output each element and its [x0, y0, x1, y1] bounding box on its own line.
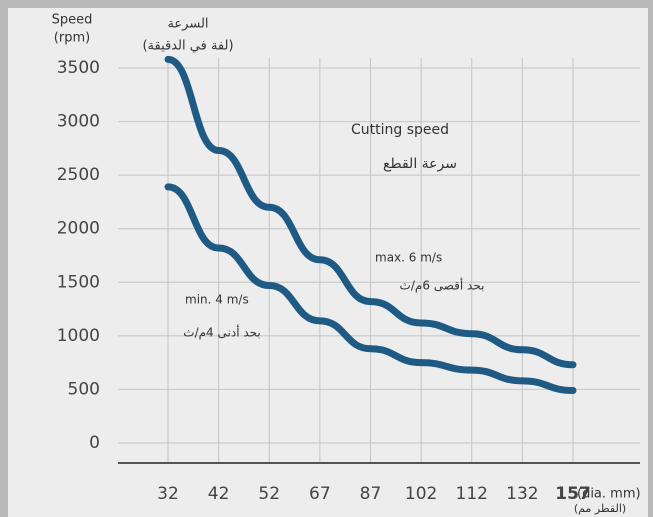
y-label: (rpm): [54, 31, 90, 46]
y-label-ar: (لفة في الدقيقة): [142, 39, 233, 54]
series-label-ar: بحد أقصى 6م/ث: [400, 278, 485, 293]
y-tick-label: 3500: [57, 58, 100, 78]
x-label-ar: (القطر مم): [574, 502, 626, 515]
y-tick-label: 500: [68, 379, 100, 399]
x-tick-label: 52: [258, 484, 280, 504]
line-series: [164, 55, 577, 369]
y-tick-label: 2500: [57, 165, 100, 185]
x-tick-label: 87: [360, 484, 382, 504]
chart-subtitle: سرعة القطع: [383, 156, 457, 172]
y-tick-label: 2000: [57, 219, 100, 239]
y-tick-label: 1500: [57, 272, 100, 292]
y-tick-label: 1000: [57, 326, 100, 346]
x-tick-label: 67: [309, 484, 331, 504]
series-label: max. 6 m/s: [375, 251, 442, 265]
x-tick-label: 42: [208, 484, 230, 504]
x-tick-label: 32: [157, 484, 179, 504]
x-tick-label: 112: [456, 484, 488, 504]
x-tick-label: 132: [506, 484, 538, 504]
chart-title: Cutting speed: [351, 122, 449, 138]
x-tick-label: 102: [405, 484, 437, 504]
series-label: min. 4 m/s: [185, 293, 249, 307]
y-tick-label: 3000: [57, 112, 100, 132]
y-label-ar: السرعة: [167, 17, 208, 32]
x-tick-label: 157: [555, 484, 591, 504]
line-series: [164, 183, 577, 394]
x-label: (dia. mm): [577, 487, 641, 502]
y-label: Speed: [52, 13, 93, 28]
y-tick-label: 0: [89, 433, 100, 453]
series-label-ar: بحد أدنى 4م/ث: [183, 325, 260, 340]
